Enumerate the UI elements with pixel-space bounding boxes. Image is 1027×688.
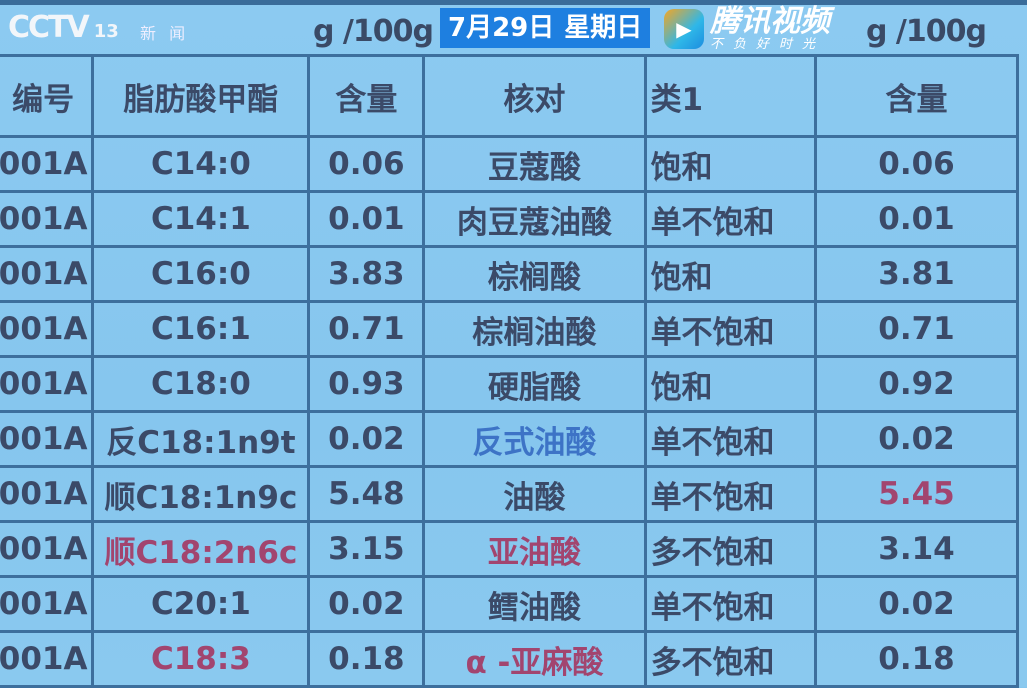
play-icon: ▶	[664, 9, 704, 49]
table-cell: 单不饱和	[643, 410, 818, 468]
table-cell: 001A	[0, 465, 95, 523]
table-row: 001A C18:0 0.93 硬脂酸 饱和 0.92	[0, 355, 1019, 413]
table-row: 001A C14:1 0.01 肉豆蔻油酸 单不饱和 0.01	[0, 190, 1019, 248]
table-cell: 单不饱和	[643, 190, 818, 248]
table-cell: C18:3	[91, 630, 311, 688]
cctv-logo: CCTV 13	[8, 10, 119, 50]
table-cell: 5.48	[307, 465, 426, 523]
table-cell: 3.83	[307, 245, 426, 303]
table-cell: 0.02	[307, 575, 426, 633]
table-cell: 3.15	[307, 520, 426, 578]
table-cell: 0.01	[307, 190, 426, 248]
table-cell: 001A	[0, 520, 95, 578]
table-cell: 棕榈酸	[422, 245, 647, 303]
table-row: 001A C20:1 0.02 鳕油酸 单不饱和 0.02	[0, 575, 1019, 633]
column-header: 含量	[814, 54, 1019, 138]
table-cell: 001A	[0, 410, 95, 468]
table-cell: 油酸	[422, 465, 647, 523]
column-header: 含量	[307, 54, 426, 138]
table-cell: 0.18	[814, 630, 1019, 688]
table-row: 001A 顺C18:2n6c 3.15 亚油酸 多不饱和 3.14	[0, 520, 1019, 578]
table-cell: 001A	[0, 245, 95, 303]
table-cell: 鳕油酸	[422, 575, 647, 633]
table-cell: C14:0	[91, 135, 311, 193]
top-border	[0, 0, 1027, 5]
table-cell: 0.06	[814, 135, 1019, 193]
table-row: 001A 反C18:1n9t 0.02 反式油酸 单不饱和 0.02	[0, 410, 1019, 468]
table-cell: 单不饱和	[643, 300, 818, 358]
table-cell: 001A	[0, 630, 95, 688]
table-cell: 多不饱和	[643, 520, 818, 578]
table-cell: 多不饱和	[643, 630, 818, 688]
table-cell: 5.45	[814, 465, 1019, 523]
table-cell: 0.18	[307, 630, 426, 688]
weekday-text: 星期日	[564, 13, 643, 43]
table-cell: 0.06	[307, 135, 426, 193]
table-cell: 001A	[0, 355, 95, 413]
table-cell: 饱和	[643, 135, 818, 193]
video-slogan: 不负好时光	[710, 37, 826, 52]
table-cell: 肉豆蔻油酸	[422, 190, 647, 248]
column-header: 脂肪酸甲酯	[91, 54, 311, 138]
header-row: 编号 脂肪酸甲酯 含量 核对 类1 含量	[0, 54, 1019, 138]
table-cell: 硬脂酸	[422, 355, 647, 413]
table-cell: 亚油酸	[422, 520, 647, 578]
table-cell: α -亚麻酸	[422, 630, 647, 688]
unit-label: g /100g	[313, 14, 434, 49]
table-row: 001A 顺C18:1n9c 5.48 油酸 单不饱和 5.45	[0, 465, 1019, 523]
table-cell: C20:1	[91, 575, 311, 633]
table-cell: 3.14	[814, 520, 1019, 578]
table-cell: 棕榈油酸	[422, 300, 647, 358]
video-brand: 腾讯视频	[710, 4, 830, 39]
channel-name: CCTV	[8, 10, 90, 45]
table-cell: 顺C18:1n9c	[91, 465, 311, 523]
column-header: 类1	[643, 54, 818, 138]
date-badge: 7月29日 星期日	[440, 8, 651, 48]
table-cell: 0.02	[814, 575, 1019, 633]
table-cell: 顺C18:2n6c	[91, 520, 311, 578]
table-cell: 饱和	[643, 245, 818, 303]
date-text: 7月29日	[448, 13, 555, 43]
table-cell: 反式油酸	[422, 410, 647, 468]
table-cell: C16:1	[91, 300, 311, 358]
table-row: 001A C18:3 0.18 α -亚麻酸 多不饱和 0.18	[0, 630, 1019, 688]
table-cell: 豆蔻酸	[422, 135, 647, 193]
table-cell: 饱和	[643, 355, 818, 413]
table-cell: 反C18:1n9t	[91, 410, 311, 468]
table-cell: C16:0	[91, 245, 311, 303]
fatty-acid-table: 编号 脂肪酸甲酯 含量 核对 类1 含量 001A C14:0 0.06 豆蔻酸 饱和 0.06 001…	[0, 54, 1019, 688]
table-cell: 0.92	[814, 355, 1019, 413]
table-cell: 0.93	[307, 355, 426, 413]
table-cell: 0.02	[307, 410, 426, 468]
table-row: 001A C14:0 0.06 豆蔻酸 饱和 0.06	[0, 135, 1019, 193]
table-cell: C18:0	[91, 355, 311, 413]
table-cell: 001A	[0, 575, 95, 633]
table-cell: 3.81	[814, 245, 1019, 303]
table-cell: 001A	[0, 300, 95, 358]
cctv-sub-logo: 新 闻	[140, 24, 190, 43]
table-cell: 0.71	[307, 300, 426, 358]
table-cell: 001A	[0, 190, 95, 248]
unit-label: g /100g	[866, 14, 987, 49]
table-cell: 0.71	[814, 300, 1019, 358]
table-cell: 单不饱和	[643, 465, 818, 523]
channel-number: 13	[93, 21, 119, 42]
table-cell: C14:1	[91, 190, 311, 248]
table-row: 001A C16:1 0.71 棕榈油酸 单不饱和 0.71	[0, 300, 1019, 358]
table-cell: 0.02	[814, 410, 1019, 468]
table-cell: 单不饱和	[643, 575, 818, 633]
tencent-video-watermark: ▶ 腾讯视频 不负好时光	[664, 6, 830, 52]
column-header: 编号	[0, 54, 95, 138]
table-cell: 001A	[0, 135, 95, 193]
table-row: 001A C16:0 3.83 棕榈酸 饱和 3.81	[0, 245, 1019, 303]
column-header: 核对	[422, 54, 647, 138]
table-cell: 0.01	[814, 190, 1019, 248]
